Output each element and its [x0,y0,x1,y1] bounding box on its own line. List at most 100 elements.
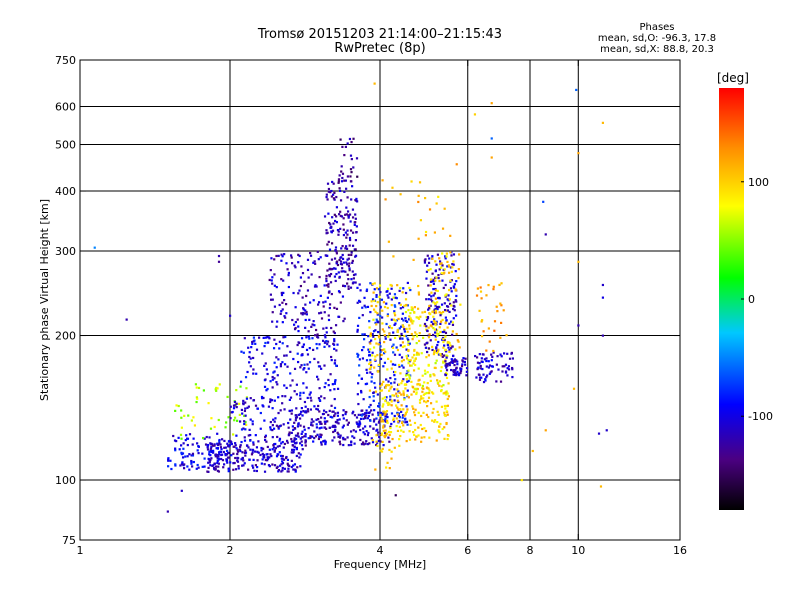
echo-point [438,311,441,314]
echo-point [281,342,284,345]
echo-point [455,163,458,166]
echo-point [291,318,294,322]
echo-point [348,236,352,240]
echo-point [435,439,438,442]
echo-point [286,462,289,465]
echo-point [323,215,327,218]
echo-point [286,268,289,271]
echo-point [259,411,262,415]
echo-point [387,430,391,434]
echo-point [335,252,338,255]
echo-point [273,361,276,364]
echo-point [390,382,393,385]
x-tick-label: 6 [464,544,471,557]
echo-point [438,380,442,383]
echo-point [389,398,392,401]
echo-point [385,302,388,305]
echo-point [409,364,412,367]
echo-point [601,283,605,287]
echo-point [453,363,456,367]
echo-point [215,389,218,392]
echo-point [357,299,361,302]
echo-point [415,353,418,356]
echo-point [395,346,398,349]
echo-point [479,290,483,293]
echo-point [473,113,477,116]
echo-point [440,303,444,306]
echo-point [431,323,435,326]
echo-point [454,348,457,351]
echo-point [195,400,198,404]
echo-point [327,190,330,193]
echo-point [300,312,303,315]
echo-point [453,373,457,376]
echo-point [275,356,278,359]
echo-point [384,429,387,432]
echo-point [243,337,246,340]
echo-point [453,286,456,289]
echo-point [453,358,457,361]
echo-point [333,382,337,385]
echo-point [332,330,335,333]
echo-point [385,322,388,326]
echo-point [255,446,259,449]
echo-point [372,427,375,430]
echo-point [293,323,296,326]
echo-point [405,348,408,351]
echo-point [455,374,458,377]
echo-point [333,362,336,365]
echo-point [346,175,349,178]
echo-point [330,358,333,362]
echo-point [404,374,408,377]
echo-point [356,422,359,426]
echo-point [393,374,396,377]
echo-point [403,328,406,331]
echo-point [261,452,264,456]
echo-point [382,365,385,368]
echo-point [185,434,188,437]
echo-point [308,361,312,364]
echo-point [288,398,291,401]
echo-point [319,422,322,425]
echo-point [485,359,488,363]
echo-point [251,342,254,345]
echo-point [406,408,409,411]
echo-point [282,291,285,295]
echo-point [243,436,246,439]
echo-point [228,444,231,447]
echo-point [218,451,221,454]
echo-point [451,262,454,266]
echo-point [327,212,330,215]
echo-point [233,416,237,419]
echo-point [386,290,389,293]
echo-point [401,324,404,327]
echo-point [425,316,428,319]
echo-point [184,438,187,442]
echo-point [351,244,355,247]
echo-point [323,311,326,314]
echo-point [333,219,337,223]
echo-point [412,430,415,434]
echo-point [283,442,286,446]
echo-point [344,438,347,441]
echo-point [438,297,441,300]
echo-point [406,354,410,357]
echo-point [447,346,450,349]
echo-point [412,258,415,261]
echo-point [461,360,465,363]
echo-point [310,399,313,402]
echo-point [399,303,402,306]
echo-point [434,289,438,292]
echo-point [304,405,307,408]
echo-point [413,387,416,390]
echo-point [273,258,276,261]
x-tick-label: 1 [77,544,84,557]
echo-point [376,393,379,396]
echo-point [347,287,350,290]
echo-point [344,145,347,149]
echo-point [436,334,439,337]
echo-point [352,166,355,169]
echo-point [432,315,435,318]
echo-point [170,467,173,471]
echo-point [290,448,294,451]
